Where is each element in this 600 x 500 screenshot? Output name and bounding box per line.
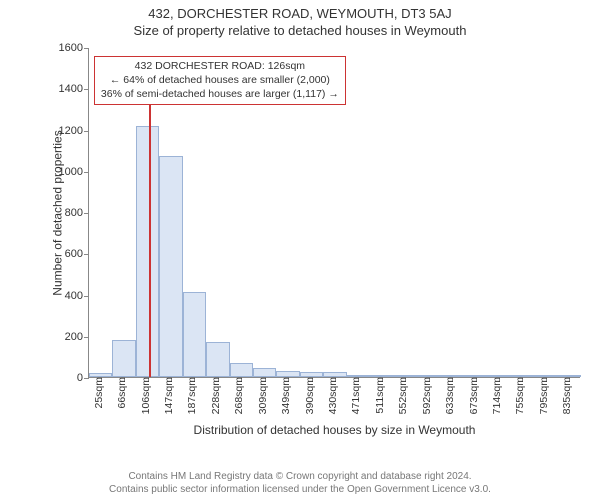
x-tick-label: 714sqm — [491, 377, 503, 414]
y-tick-label: 0 — [77, 372, 89, 384]
x-tick-label: 755sqm — [514, 377, 526, 414]
x-tick-label: 309sqm — [257, 377, 269, 414]
histogram-bar — [112, 340, 135, 377]
reference-line — [149, 88, 151, 377]
x-tick-label: 673sqm — [468, 377, 480, 414]
plot-region: 432 DORCHESTER ROAD: 126sqm ← 64% of det… — [88, 48, 580, 378]
chart-area: Number of detached properties 432 DORCHE… — [50, 48, 580, 403]
x-tick-label: 228sqm — [210, 377, 222, 414]
histogram-bar — [230, 363, 253, 377]
histogram-bar — [159, 156, 182, 377]
x-tick-label: 471sqm — [350, 377, 362, 414]
x-tick-label: 268sqm — [233, 377, 245, 414]
chart-title: 432, DORCHESTER ROAD, WEYMOUTH, DT3 5AJ — [0, 0, 600, 21]
x-axis-label: Distribution of detached houses by size … — [89, 423, 580, 437]
x-tick-label: 25sqm — [93, 377, 105, 409]
x-tick-label: 511sqm — [374, 377, 386, 414]
y-tick-label: 1400 — [59, 83, 89, 95]
x-tick-label: 795sqm — [538, 377, 550, 414]
x-tick-label: 430sqm — [327, 377, 339, 414]
x-tick-label: 349sqm — [280, 377, 292, 414]
x-tick-label: 390sqm — [304, 377, 316, 414]
y-tick-label: 1000 — [59, 166, 89, 178]
histogram-bar — [206, 342, 229, 377]
footer-line1: Contains HM Land Registry data © Crown c… — [0, 470, 600, 483]
y-tick-label: 800 — [65, 207, 89, 219]
annotation-line1: 432 DORCHESTER ROAD: 126sqm — [101, 60, 339, 74]
x-tick-label: 106sqm — [140, 377, 152, 414]
y-tick-label: 600 — [65, 248, 89, 260]
x-tick-label: 592sqm — [421, 377, 433, 414]
x-tick-label: 187sqm — [186, 377, 198, 414]
y-tick-label: 400 — [65, 290, 89, 302]
footer-attribution: Contains HM Land Registry data © Crown c… — [0, 470, 600, 496]
y-tick-label: 200 — [65, 331, 89, 343]
histogram-bar — [183, 292, 206, 377]
y-axis-label: Number of detached properties — [50, 48, 66, 378]
marker-annotation: 432 DORCHESTER ROAD: 126sqm ← 64% of det… — [94, 56, 346, 105]
x-tick-label: 633sqm — [444, 377, 456, 414]
annotation-line3: 36% of semi-detached houses are larger (… — [101, 88, 339, 102]
x-tick-label: 552sqm — [397, 377, 409, 414]
x-tick-label: 66sqm — [116, 377, 128, 409]
chart-subtitle: Size of property relative to detached ho… — [0, 21, 600, 38]
y-tick-label: 1200 — [59, 125, 89, 137]
x-tick-label: 147sqm — [163, 377, 175, 414]
x-tick-label: 835sqm — [561, 377, 573, 414]
annotation-line2: ← 64% of detached houses are smaller (2,… — [101, 74, 339, 88]
footer-line2: Contains public sector information licen… — [0, 483, 600, 496]
histogram-bar — [253, 368, 276, 377]
y-tick-label: 1600 — [59, 42, 89, 54]
